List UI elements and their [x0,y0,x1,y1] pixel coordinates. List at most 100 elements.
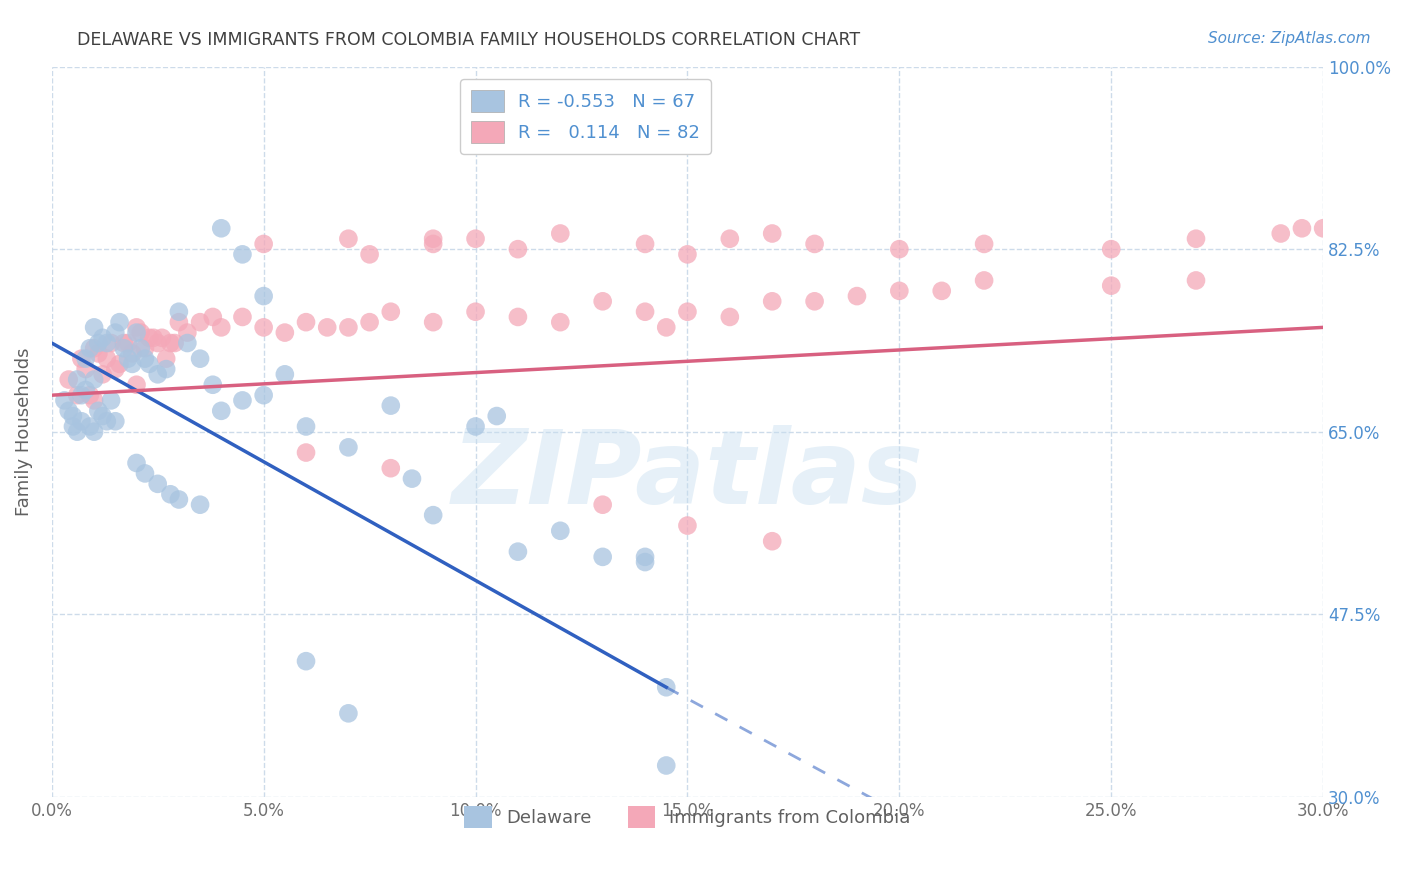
Point [359,247,381,261]
Point [104,362,127,376]
Point [96,414,118,428]
Point [253,289,276,303]
Point [231,393,253,408]
Point [761,294,783,309]
Point [295,654,318,668]
Point [75,362,97,376]
Point [91,331,114,345]
Point [91,368,114,382]
Point [380,461,402,475]
Point [53,393,76,408]
Point [634,549,657,564]
Point [150,331,173,345]
Point [655,680,678,694]
Point [209,404,232,418]
Point [129,326,152,340]
Point [422,508,444,523]
Point [634,555,657,569]
Point [295,315,318,329]
Point [79,388,101,402]
Point [87,336,110,351]
Point [592,294,614,309]
Point [75,383,97,397]
Y-axis label: Family Households: Family Households [15,348,32,516]
Point [70,351,93,366]
Point [464,304,486,318]
Point [676,247,699,261]
Point [889,242,911,256]
Point [125,456,148,470]
Point [337,706,360,721]
Point [931,284,953,298]
Point [155,362,177,376]
Text: Source: ZipAtlas.com: Source: ZipAtlas.com [1208,31,1371,46]
Point [761,227,783,241]
Point [201,377,224,392]
Point [146,368,169,382]
Point [295,419,318,434]
Point [75,351,97,366]
Point [146,476,169,491]
Point [83,372,105,386]
Point [676,304,699,318]
Point [209,221,232,235]
Point [134,351,156,366]
Point [167,492,190,507]
Point [62,409,84,423]
Point [70,388,93,402]
Point [274,368,297,382]
Point [66,425,89,439]
Point [718,232,741,246]
Point [100,393,122,408]
Point [87,404,110,418]
Point [1099,278,1122,293]
Point [676,518,699,533]
Point [112,336,135,351]
Point [66,372,89,386]
Point [401,472,423,486]
Point [163,336,186,351]
Point [129,341,152,355]
Point [142,331,165,345]
Point [125,377,148,392]
Point [231,310,253,324]
Point [761,534,783,549]
Point [274,326,297,340]
Point [316,320,339,334]
Point [655,320,678,334]
Point [506,310,529,324]
Point [83,320,105,334]
Point [83,425,105,439]
Point [1185,232,1208,246]
Point [108,357,131,371]
Point [159,487,181,501]
Point [506,242,529,256]
Point [380,304,402,318]
Point [973,236,995,251]
Text: DELAWARE VS IMMIGRANTS FROM COLOMBIA FAMILY HOUSEHOLDS CORRELATION CHART: DELAWARE VS IMMIGRANTS FROM COLOMBIA FAM… [77,31,860,49]
Point [125,326,148,340]
Point [253,388,276,402]
Point [1312,221,1334,235]
Point [70,414,93,428]
Point [66,388,89,402]
Point [138,331,160,345]
Point [79,419,101,434]
Point [337,441,360,455]
Point [718,310,741,324]
Point [253,320,276,334]
Point [104,414,127,428]
Point [803,236,825,251]
Point [167,315,190,329]
Point [1270,227,1292,241]
Point [973,273,995,287]
Point [1099,242,1122,256]
Point [634,236,657,251]
Point [464,232,486,246]
Point [100,336,122,351]
Point [422,315,444,329]
Point [506,544,529,558]
Point [550,524,572,538]
Point [655,758,678,772]
Point [550,315,572,329]
